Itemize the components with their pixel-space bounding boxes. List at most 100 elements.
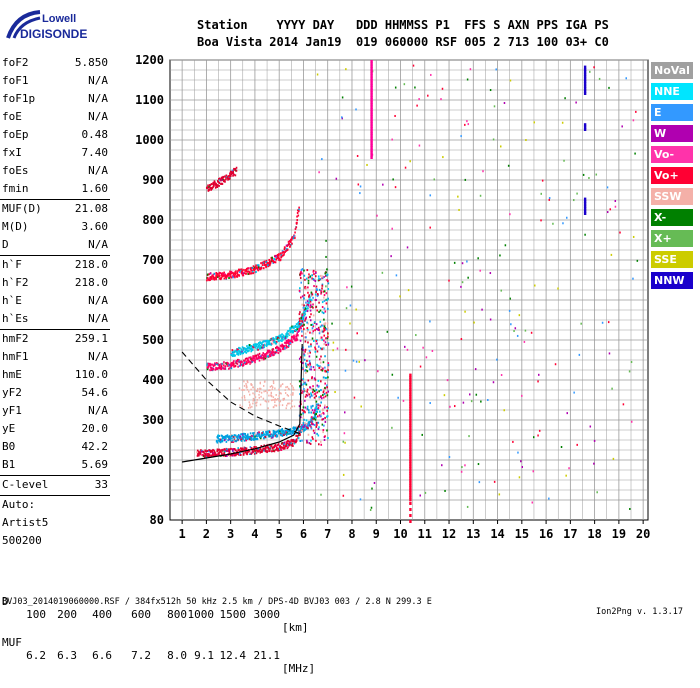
- cluster-point: [315, 400, 318, 403]
- trace-point: [300, 327, 302, 330]
- noise-dot: [403, 83, 406, 86]
- streak-point: [583, 82, 587, 86]
- param-key: B1: [2, 458, 16, 471]
- trace-point: [245, 268, 248, 271]
- trace-point: [298, 327, 300, 330]
- cluster-point: [324, 404, 326, 407]
- trace-point: [263, 437, 265, 440]
- trace-point: [235, 166, 238, 169]
- trace-point: [212, 186, 214, 189]
- trace-point: [230, 447, 232, 450]
- streak-point: [370, 139, 373, 143]
- streak-point: [583, 87, 587, 91]
- ssw-point: [253, 393, 256, 396]
- cluster-point: [301, 378, 303, 381]
- trace-point: [295, 434, 297, 437]
- trace-point: [274, 432, 277, 435]
- trace-point: [254, 361, 256, 364]
- cluster-point: [305, 316, 307, 319]
- trace-point: [243, 436, 245, 439]
- trace-point: [293, 336, 296, 339]
- trace-point: [224, 365, 227, 368]
- noise-dot: [517, 451, 519, 454]
- trace-point: [237, 348, 239, 351]
- trace-point: [269, 433, 272, 436]
- trace-point: [215, 276, 217, 279]
- trace-point: [264, 447, 266, 450]
- streak-point: [583, 197, 587, 201]
- trace-point: [265, 431, 268, 434]
- trace-point: [273, 257, 275, 260]
- noise-dot: [343, 432, 346, 435]
- trace-point: [286, 341, 288, 344]
- param-key: fmin: [2, 182, 29, 195]
- ssw-point: [290, 393, 292, 396]
- trace-point: [300, 322, 303, 325]
- ssw-point: [246, 386, 248, 389]
- trace-point: [242, 362, 245, 365]
- streak-point: [409, 395, 412, 399]
- streak-point: [370, 67, 373, 71]
- x-tick-label: 17: [563, 527, 577, 541]
- trace-point: [255, 446, 257, 449]
- trace-point: [234, 168, 236, 171]
- cluster-point: [299, 356, 302, 359]
- trace-point: [283, 336, 285, 339]
- trace-point: [246, 270, 249, 273]
- legend-item-vo-: Vo+: [651, 167, 693, 184]
- cluster-point: [318, 288, 321, 291]
- trace-point: [296, 328, 299, 331]
- ssw-point: [260, 391, 263, 394]
- trace-point: [267, 265, 270, 268]
- trace-point: [284, 347, 286, 350]
- noise-dot: [561, 121, 564, 124]
- streak-point: [409, 400, 412, 403]
- trace-point: [237, 358, 239, 361]
- trace-point: [292, 237, 295, 240]
- trace-point: [293, 428, 296, 431]
- cluster-point: [323, 307, 326, 310]
- trace-point: [296, 332, 298, 335]
- trace-point: [206, 362, 209, 365]
- param-key: yE: [2, 422, 16, 435]
- trace-point: [242, 274, 245, 277]
- cluster-point: [298, 425, 301, 428]
- trace-point: [229, 454, 231, 457]
- param-row: h`E N/A: [2, 294, 108, 311]
- trace-point: [292, 331, 295, 334]
- streak-point: [409, 493, 412, 497]
- trace-point: [274, 434, 277, 437]
- ssw-point: [252, 399, 254, 402]
- trace-point: [267, 447, 270, 450]
- trace-point: [251, 269, 254, 272]
- trace-point: [298, 325, 300, 328]
- trace-point: [245, 270, 248, 273]
- cluster-point: [306, 321, 308, 324]
- noise-dot: [421, 433, 423, 436]
- streak-point: [370, 105, 373, 109]
- trace-point: [290, 442, 293, 445]
- trace-point: [272, 348, 275, 351]
- trace-point: [279, 259, 282, 262]
- noise-dot: [457, 195, 459, 198]
- trace-point: [271, 256, 273, 259]
- noise-dot: [391, 426, 393, 429]
- streak-point: [409, 502, 412, 505]
- param-key: hmF2: [2, 332, 29, 345]
- trace-point: [211, 278, 213, 281]
- trace-point: [271, 447, 274, 450]
- noise-dot: [392, 178, 394, 181]
- cluster-point: [310, 406, 313, 409]
- cluster-point: [304, 411, 306, 414]
- trace-point: [305, 308, 307, 311]
- streak-point: [583, 80, 587, 83]
- noise-dot: [557, 287, 559, 290]
- trace-point: [252, 270, 254, 273]
- cluster-point: [313, 431, 316, 434]
- ssw-point: [238, 387, 241, 390]
- trace-point: [232, 440, 235, 443]
- cluster-point: [322, 391, 325, 394]
- cluster-point: [306, 405, 309, 408]
- trace-point: [275, 346, 277, 349]
- param-row: 500200: [2, 534, 108, 551]
